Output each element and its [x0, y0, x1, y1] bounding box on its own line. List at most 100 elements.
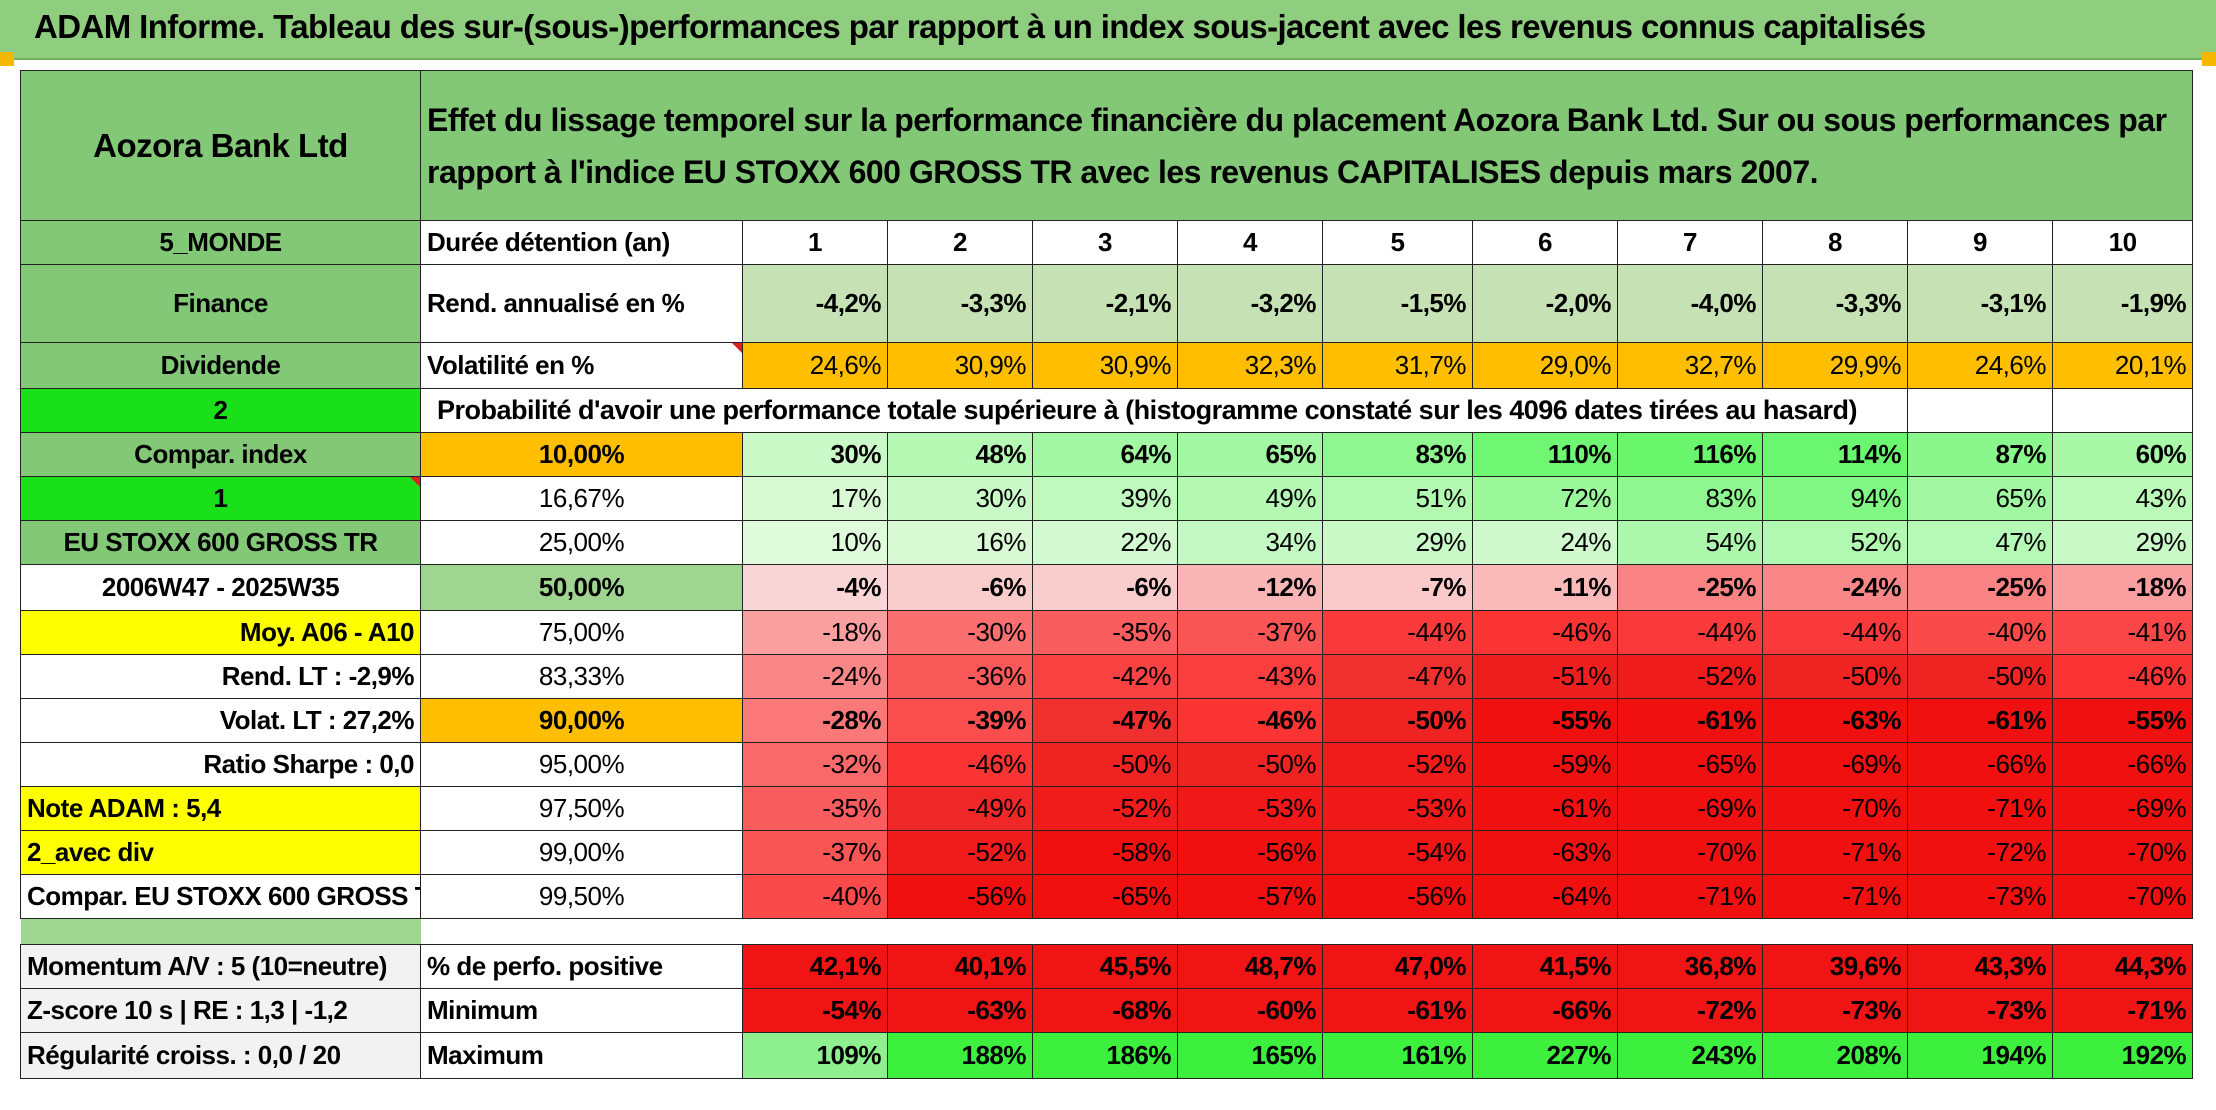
proba-value-cell: -18% — [2051, 564, 2194, 611]
proba-value-cell: 83% — [1617, 476, 1763, 521]
proba-value-cell: 30% — [887, 476, 1033, 521]
proba-value-cell: -44% — [1617, 610, 1763, 655]
maximum-cell: 109% — [742, 1032, 888, 1079]
proba-value-cell: -56% — [1177, 830, 1323, 875]
pct-pos-cell: 48,7% — [1177, 944, 1323, 989]
vol-cell: 29,0% — [1472, 342, 1618, 389]
proba-value-cell: -64% — [1472, 874, 1618, 919]
sharpe-label: Ratio Sharpe : 0,0 — [20, 742, 421, 787]
rend-cell: -3,2% — [1177, 264, 1323, 343]
maximum-cell: 165% — [1177, 1032, 1323, 1079]
region-label: 5_MONDE — [20, 220, 421, 265]
rend-cell: -1,5% — [1322, 264, 1473, 343]
proba-value-cell: 22% — [1032, 520, 1178, 565]
quantile-label: 99,00% — [420, 830, 743, 875]
proba-value-cell: -35% — [742, 786, 888, 831]
proba-value-cell: -53% — [1322, 786, 1473, 831]
maximum-cell: 161% — [1322, 1032, 1473, 1079]
proba-value-cell: -36% — [887, 654, 1033, 699]
proba-value-cell: -25% — [1907, 564, 2053, 611]
maximum-cell: 227% — [1472, 1032, 1618, 1079]
proba-value-cell: 43% — [2051, 476, 2194, 521]
rend-row: Finance Rend. annualisé en % -4,2% -3,3%… — [20, 264, 2194, 343]
proba-value-cell: -18% — [742, 610, 888, 655]
proba-value-cell: -24% — [1762, 564, 1908, 611]
proba-value-cell: -53% — [1177, 786, 1323, 831]
year-cell: 5 — [1322, 220, 1473, 265]
rend-cell: -2,0% — [1472, 264, 1618, 343]
maximum-cell: 243% — [1617, 1032, 1763, 1079]
proba-value-cell: -12% — [1177, 564, 1323, 611]
proba-value-cell: -55% — [1472, 698, 1618, 743]
quantile-label: 97,50% — [420, 786, 743, 831]
vol-cell: 30,9% — [1032, 342, 1178, 389]
proba-value-cell: -46% — [887, 742, 1033, 787]
proba-value-cell: 16% — [887, 520, 1033, 565]
proba-value-cell: 29% — [1322, 520, 1473, 565]
rend-cell: -1,9% — [2051, 264, 2194, 343]
selector-one[interactable]: 1 — [20, 476, 421, 521]
minimum-cell: -71% — [2051, 988, 2194, 1033]
rend-cell: -4,0% — [1617, 264, 1763, 343]
proba-value-cell: -61% — [1617, 698, 1763, 743]
quantile-label: 99,50% — [420, 874, 743, 919]
year-cell: 9 — [1907, 220, 2053, 265]
vol-cell: 29,9% — [1762, 342, 1908, 389]
vol-cell: 30,9% — [887, 342, 1033, 389]
empty-cell — [1907, 388, 2053, 433]
proba-value-cell: -44% — [1762, 610, 1908, 655]
company-name-cell: Aozora Bank Ltd — [20, 70, 421, 221]
minimum-label: Minimum — [420, 988, 743, 1033]
quantile-label: 83,33% — [420, 654, 743, 699]
moy-label: Moy. A06 - A10 — [20, 610, 421, 655]
proba-value-cell: -4% — [742, 564, 888, 611]
proba-value-cell: -30% — [887, 610, 1033, 655]
proba-value-cell: -56% — [887, 874, 1033, 919]
minimum-cell: -63% — [887, 988, 1033, 1033]
proba-value-cell: 51% — [1322, 476, 1473, 521]
performance-table: Aozora Bank Ltd Effet du lissage tempore… — [20, 70, 2194, 1079]
compar-index-label: Compar. index — [20, 432, 421, 477]
proba-value-cell: 94% — [1762, 476, 1908, 521]
proba-value-cell: 65% — [1907, 476, 2053, 521]
year-cell: 4 — [1177, 220, 1323, 265]
proba-value-cell: -39% — [887, 698, 1033, 743]
maximum-row: Régularité croiss. : 0,0 / 20 Maximum 109%… — [20, 1032, 2194, 1079]
sector-label: Finance — [20, 264, 421, 343]
pct-pos-label: % de perfo. positive — [420, 944, 743, 989]
proba-value-cell: -71% — [1907, 786, 2053, 831]
proba-row: Note ADAM : 5,4 97,50% -35% -49% -52% -53% -53… — [20, 786, 2194, 831]
proba-value-cell: -6% — [887, 564, 1033, 611]
proba-label: Probabilité d'avoir une performance tota… — [420, 388, 1908, 433]
pct-pos-cell: 39,6% — [1762, 944, 1908, 989]
quantile-label: 95,00% — [420, 742, 743, 787]
proba-value-cell: -59% — [1472, 742, 1618, 787]
proba-value-cell: 39% — [1032, 476, 1178, 521]
proba-value-cell: -28% — [742, 698, 888, 743]
proba-value-cell: -70% — [1762, 786, 1908, 831]
vol-cell: 24,6% — [742, 342, 888, 389]
proba-row: Compar. index 10,00% 30% 48% 64% 65% 83% 110% 11… — [20, 432, 2194, 477]
pct-pos-row: Momentum A/V : 5 (10=neutre)% de perfo. … — [20, 944, 2194, 989]
proba-value-cell: -61% — [1907, 698, 2053, 743]
rend-label: Rend. annualisé en % — [420, 264, 743, 343]
volat-lt-label: Volat. LT : 27,2% — [20, 698, 421, 743]
year-cell: 10 — [2051, 220, 2194, 265]
dividend-label: Dividende — [20, 342, 421, 389]
selector-two[interactable]: 2 — [20, 388, 421, 433]
spacer-cell — [20, 918, 421, 945]
vol-cell: 24,6% — [1907, 342, 2053, 389]
year-cell: 8 — [1762, 220, 1908, 265]
proba-value-cell: -43% — [1177, 654, 1323, 699]
proba-value-cell: 60% — [2051, 432, 2194, 477]
proba-value-cell: -50% — [1177, 742, 1323, 787]
proba-value-cell: -51% — [1472, 654, 1618, 699]
proba-value-cell: 48% — [887, 432, 1033, 477]
spacer-row — [20, 918, 2193, 945]
proba-value-cell: -71% — [1762, 874, 1908, 919]
proba-value-cell: 30% — [742, 432, 888, 477]
proba-value-cell: -70% — [2051, 830, 2194, 875]
proba-value-cell: -40% — [742, 874, 888, 919]
quantile-label: 90,00% — [420, 698, 743, 743]
rend-cell: -3,1% — [1907, 264, 2053, 343]
